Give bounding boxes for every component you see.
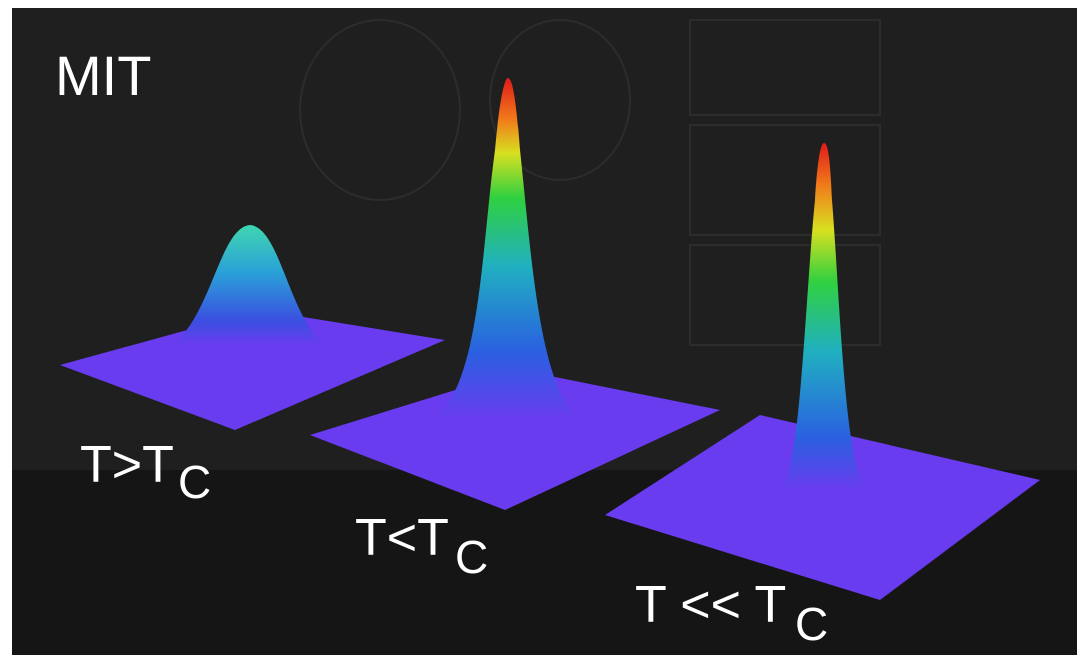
image: MIT T>T C T<T C T << T C: [0, 0, 1077, 669]
panel-label: T << T: [635, 576, 786, 634]
org-label: MIT: [55, 44, 151, 107]
panel-subscript: C: [178, 456, 211, 508]
page: {"labels": {"org": "MIT", "panels": [ {"…: [0, 0, 1077, 669]
panel-label: T>T: [80, 436, 174, 494]
panel-label: T<T: [355, 509, 449, 567]
panel-subscript: C: [455, 531, 488, 583]
panel-subscript: C: [795, 598, 828, 650]
